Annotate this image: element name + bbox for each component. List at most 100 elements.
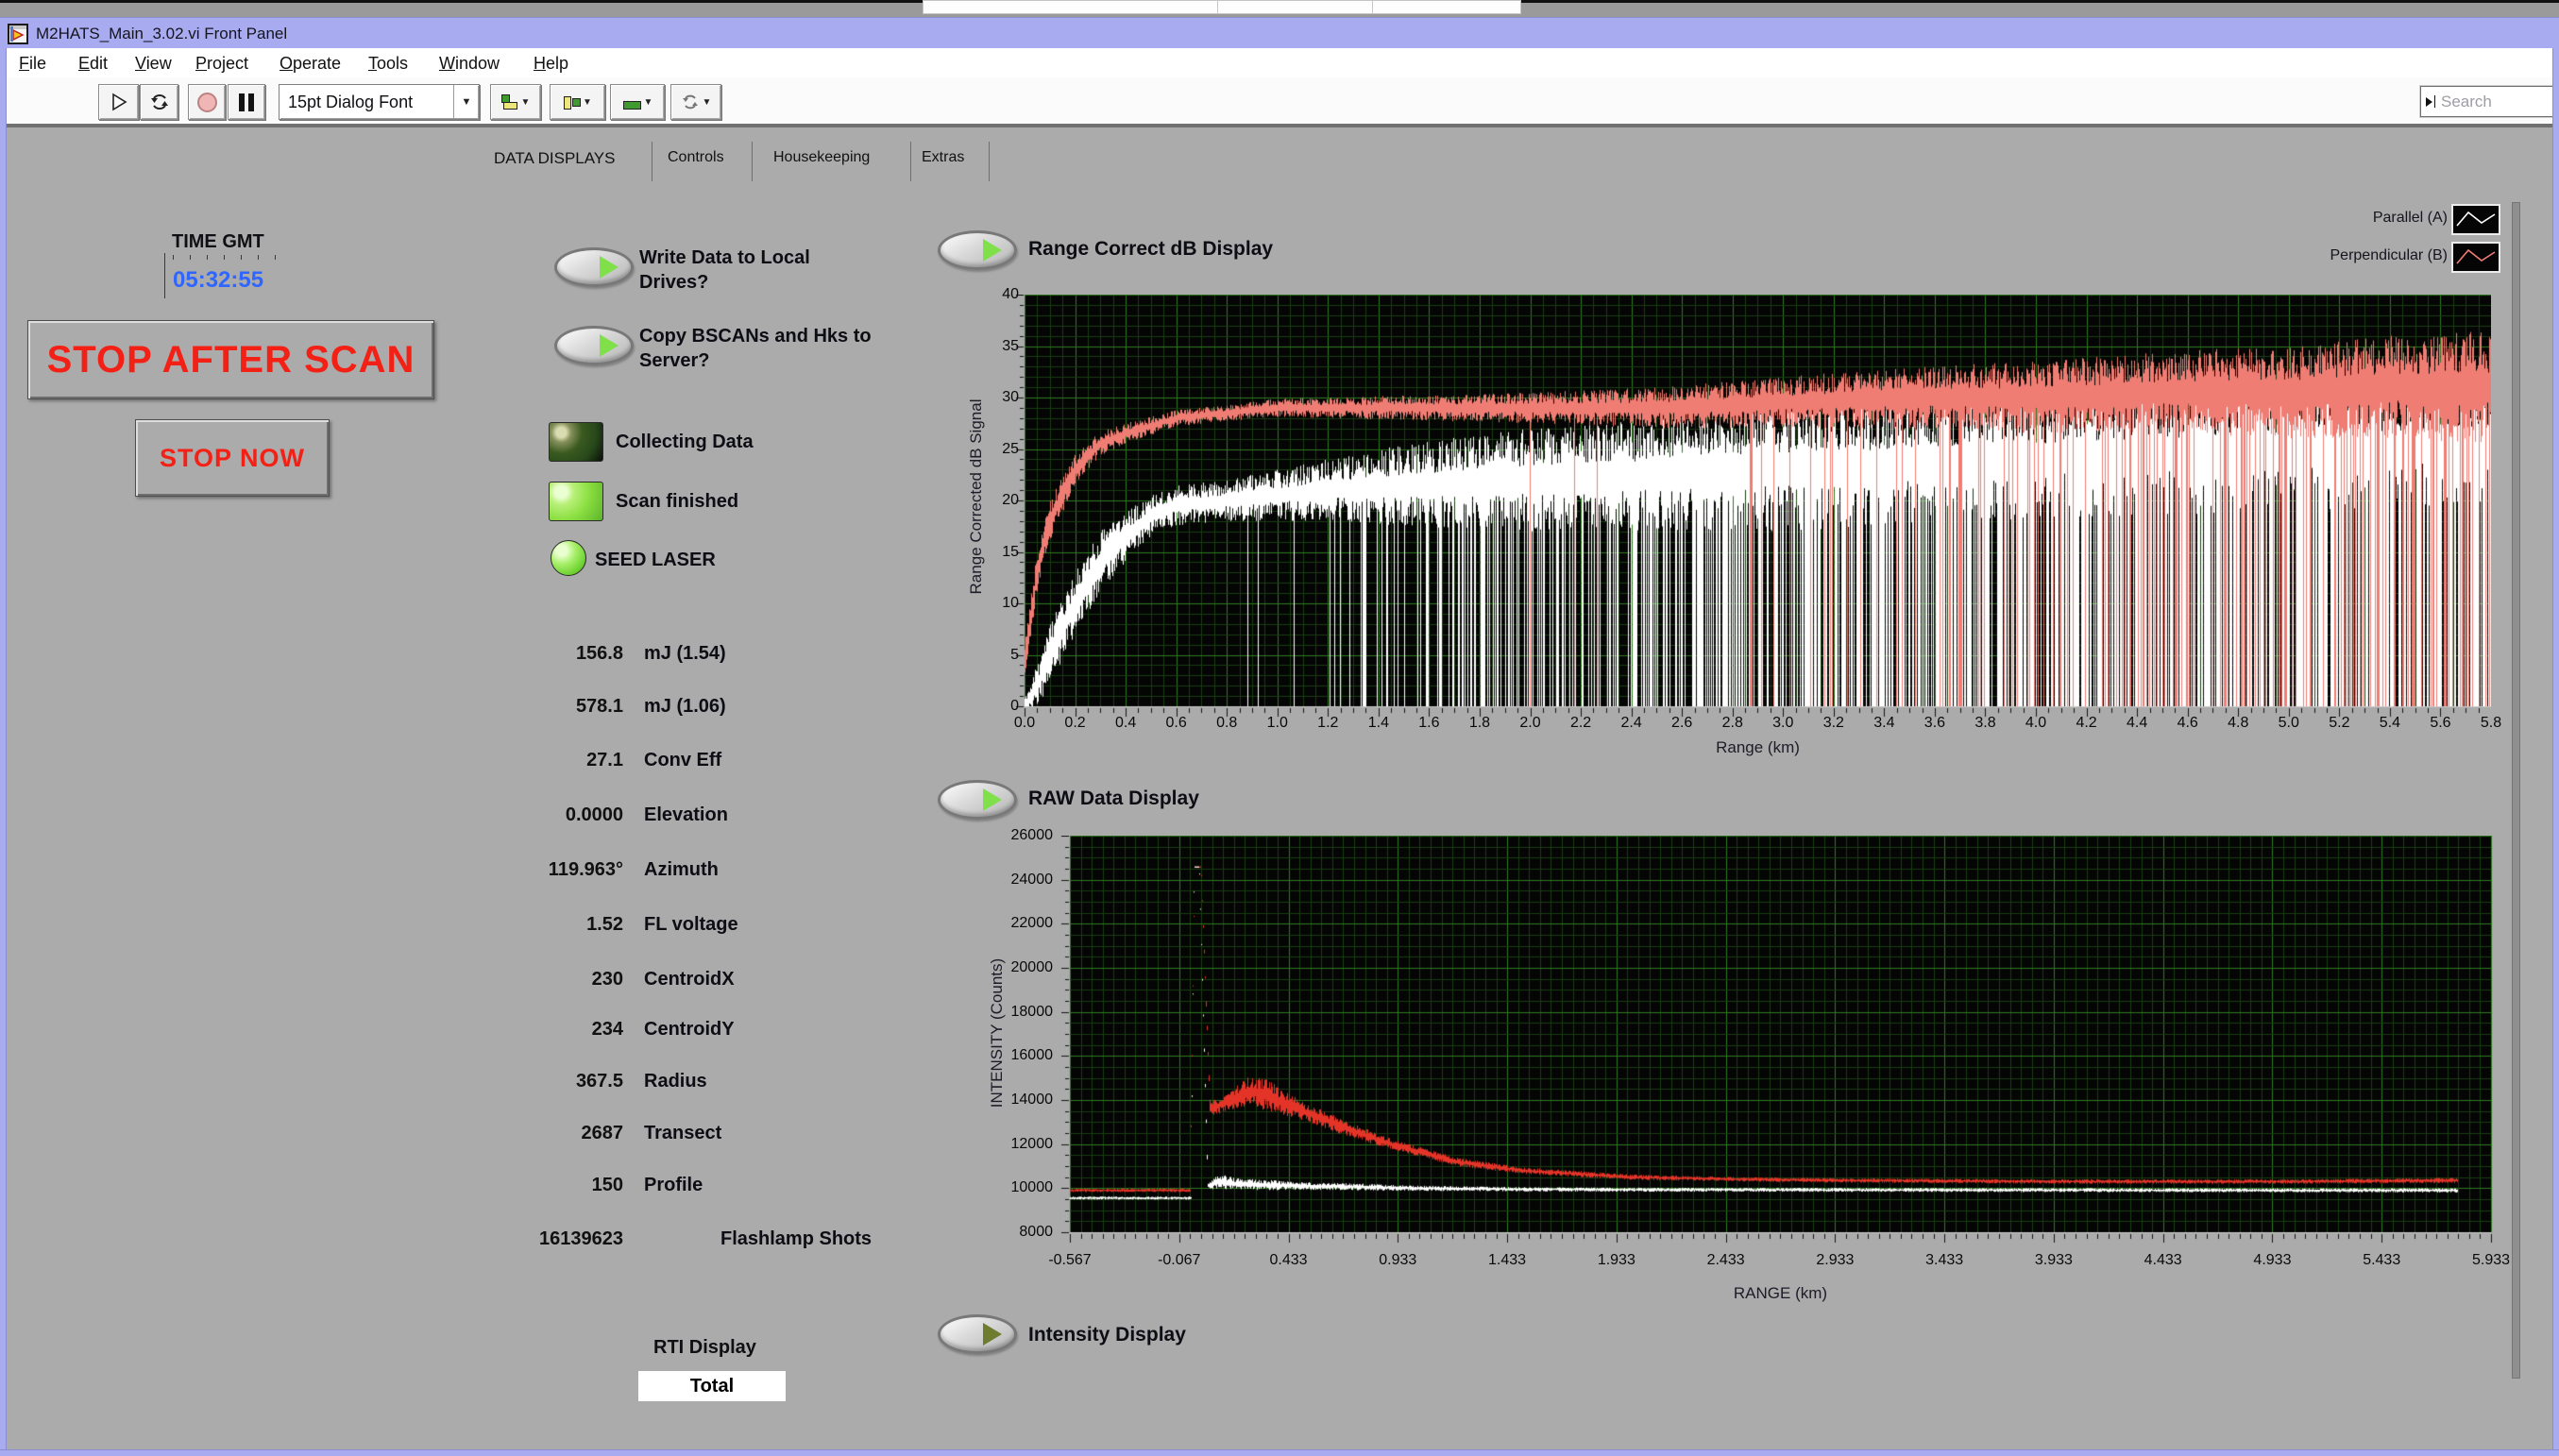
y-tick-label: 0	[943, 698, 1019, 715]
x-tick-label: 4.933	[2242, 1252, 2302, 1269]
y-tick-label: 15	[943, 544, 1019, 561]
toggle-arrow-icon	[983, 1323, 1002, 1346]
tab-extras[interactable]: Extras	[922, 149, 964, 166]
readout-value-transect: 2687	[453, 1123, 623, 1144]
y-tick-label: 12000	[977, 1136, 1053, 1153]
time-ruler	[164, 253, 165, 298]
raw-data-display-toggle[interactable]	[938, 780, 1017, 820]
copy-bscans-toggle[interactable]	[554, 326, 634, 365]
search-input[interactable]: Search	[2420, 86, 2553, 117]
time-ruler-tick	[258, 255, 259, 260]
readout-label-elevation: Elevation	[644, 804, 728, 826]
intensity-display-title: Intensity Display	[1028, 1324, 1186, 1346]
seed-laser-label: SEED LASER	[595, 548, 716, 572]
menu-file[interactable]: File	[19, 54, 46, 74]
pause-icon	[248, 93, 254, 111]
y-tick-label: 35	[943, 338, 1019, 355]
window-title: M2HATS_Main_3.02.vi Front Panel	[36, 25, 287, 43]
stop-after-scan-button[interactable]: STOP AFTER SCAN	[27, 320, 434, 399]
collecting-data-label: Collecting Data	[616, 430, 754, 454]
tab-data-displays[interactable]: DATA DISPLAYS	[494, 149, 616, 168]
x-tick-label: -0.067	[1149, 1252, 1210, 1269]
resize-objects-icon: ↔	[622, 94, 641, 110]
toggle-arrow-icon	[983, 239, 1002, 262]
range-correct-display-title: Range Correct dB Display	[1028, 238, 1273, 261]
legend-line-red-icon	[2453, 244, 2499, 271]
search-placeholder: Search	[2441, 93, 2492, 111]
tab-separator	[910, 142, 911, 181]
legend-parallel-label[interactable]: Parallel (A)	[2247, 210, 2448, 227]
menu-tools[interactable]: Tools	[368, 54, 408, 74]
readout-value-centroidy: 234	[453, 1019, 623, 1041]
rti-display-ring[interactable]: Total	[638, 1371, 786, 1401]
labview-vi-icon	[8, 24, 28, 44]
stop-now-button[interactable]: STOP NOW	[135, 419, 330, 497]
menu-window[interactable]: Window	[439, 54, 500, 74]
toolbar: 15pt Dialog Font ▼ ▼ ▼ ↔ ▼ ▼ Search	[0, 77, 2559, 127]
menu-project[interactable]: Project	[195, 54, 248, 74]
x-tick-label: 0.933	[1367, 1252, 1428, 1269]
y-tick-label: 40	[943, 286, 1019, 303]
time-ruler-tick	[190, 255, 191, 260]
y-tick-label: 5	[943, 647, 1019, 664]
font-selector[interactable]: 15pt Dialog Font ▼	[279, 84, 480, 120]
time-ruler-tick	[241, 255, 242, 260]
tab-controls[interactable]: Controls	[668, 149, 724, 166]
x-tick-label: 3.433	[1914, 1252, 1974, 1269]
readout-value-radius: 367.5	[453, 1071, 623, 1092]
chevron-down-icon[interactable]: ▼	[453, 85, 479, 119]
y-tick-label: 20000	[977, 959, 1053, 976]
legend-parallel-swatch[interactable]	[2451, 204, 2500, 235]
run-continuously-button[interactable]	[140, 84, 178, 120]
readout-label-radius: Radius	[644, 1071, 707, 1092]
distribute-objects-button[interactable]: ▼	[550, 84, 605, 120]
abort-button[interactable]	[188, 84, 226, 120]
y-tick-label: 25	[943, 441, 1019, 458]
x-tick-label: 1.433	[1477, 1252, 1537, 1269]
background-window-tabs	[923, 0, 1521, 14]
write-data-label: Write Data to Local Drives?	[639, 245, 866, 295]
readout-value-profile: 150	[453, 1175, 623, 1196]
y-tick-label: 14000	[977, 1092, 1053, 1109]
intensity-display-toggle[interactable]	[938, 1314, 1017, 1354]
time-ruler-tick	[224, 255, 225, 260]
readout-label-azimuth: Azimuth	[644, 859, 719, 881]
align-objects-button[interactable]: ▼	[490, 84, 541, 120]
resize-objects-button[interactable]: ↔ ▼	[610, 84, 665, 120]
run-continuous-icon	[149, 92, 170, 112]
range-correct-display-toggle[interactable]	[938, 230, 1017, 270]
readout-label-mj-1-06-: mJ (1.06)	[644, 696, 726, 718]
y-tick-label: 30	[943, 389, 1019, 406]
readout-value-azimuth: 119.963°	[453, 859, 623, 881]
readout-value-elevation: 0.0000	[453, 804, 623, 826]
tab-housekeeping[interactable]: Housekeeping	[773, 149, 870, 166]
readout-value-flashlamp-shots: 16139623	[453, 1228, 623, 1250]
y-tick-label: 24000	[977, 872, 1053, 889]
scan-finished-label: Scan finished	[616, 489, 738, 514]
panel-scrollbar[interactable]	[2512, 202, 2520, 1379]
raw-data-chart-plot	[1055, 836, 2506, 1247]
time-gmt-label: TIME GMT	[172, 231, 264, 253]
divider	[1217, 1, 1218, 13]
window-titlebar[interactable]: M2HATS_Main_3.02.vi Front Panel	[0, 17, 2559, 49]
x-tick-label: 1.933	[1586, 1252, 1647, 1269]
menu-operate[interactable]: Operate	[280, 54, 341, 74]
readout-value-conv-eff: 27.1	[453, 750, 623, 771]
legend-perpendicular-swatch[interactable]	[2451, 242, 2500, 273]
legend-perpendicular-label[interactable]: Perpendicular (B)	[2247, 247, 2448, 264]
menu-help[interactable]: Help	[534, 54, 568, 74]
x-tick-label: 2.933	[1805, 1252, 1865, 1269]
menu-view[interactable]: View	[135, 54, 172, 74]
time-gmt-value: 05:32:55	[173, 267, 263, 294]
readout-value-centroidx: 230	[453, 969, 623, 990]
pause-button[interactable]	[228, 84, 265, 120]
pause-icon	[239, 93, 245, 111]
reorder-objects-button[interactable]: ▼	[670, 84, 721, 120]
menu-edit[interactable]: Edit	[78, 54, 108, 74]
readout-value-fl-voltage: 1.52	[453, 914, 623, 936]
toggle-arrow-icon	[600, 256, 619, 279]
write-data-toggle[interactable]	[554, 247, 634, 287]
range-correct-chart-plot	[1009, 295, 2491, 721]
run-button[interactable]	[98, 84, 139, 120]
window-border-right	[2552, 48, 2559, 1456]
